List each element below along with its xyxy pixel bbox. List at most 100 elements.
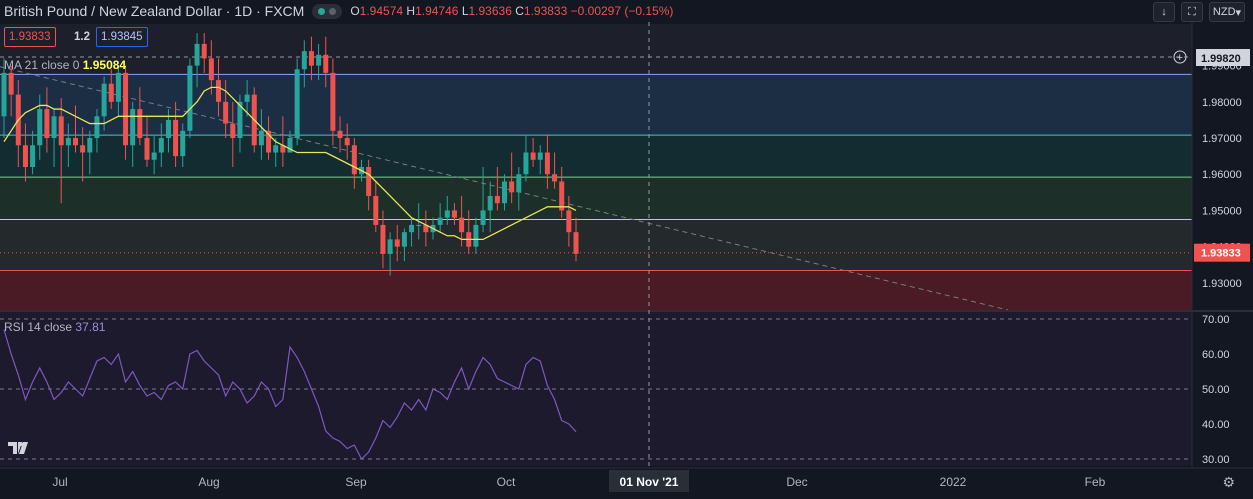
candle-body <box>509 181 515 193</box>
open-value: 1.94574 <box>359 4 404 18</box>
candle-body <box>216 80 221 102</box>
candle-body <box>187 65 193 131</box>
fullscreen-icon[interactable]: ⛶ <box>1181 2 1203 22</box>
market-status-dots[interactable] <box>312 3 343 19</box>
level-zone <box>0 177 1192 220</box>
price-tick-label: 1.95000 <box>1202 205 1242 217</box>
candle-body <box>165 119 171 139</box>
high-value: 1.94746 <box>415 4 459 18</box>
candle-body <box>537 152 543 160</box>
candle-body <box>287 138 293 153</box>
candle-body <box>44 109 50 139</box>
candle-body <box>137 109 143 139</box>
candle-body <box>1 72 7 117</box>
candle-body <box>230 123 236 139</box>
top-right-controls: ↓ ⛶ NZD ▾ <box>1153 2 1245 22</box>
candle-body <box>516 174 522 193</box>
candle-body <box>409 224 415 233</box>
candle-body <box>258 130 264 146</box>
candle-body <box>394 239 400 247</box>
candle-body <box>237 101 243 139</box>
bid-quote[interactable]: 1.93833 <box>4 27 56 47</box>
candle-body <box>173 119 179 157</box>
candle-body <box>65 138 71 146</box>
rsi-tick-label: 40.00 <box>1202 419 1230 431</box>
level-zone <box>0 24 1192 75</box>
candle-body <box>22 145 28 167</box>
candle-body <box>94 116 100 139</box>
price-tick-label: 1.98000 <box>1202 97 1242 109</box>
candle-body <box>58 116 64 146</box>
trendline <box>0 66 1009 311</box>
candle-body <box>487 195 493 211</box>
candle-body <box>123 72 129 146</box>
rsi-tick-label: 50.00 <box>1202 384 1230 396</box>
candle-body <box>316 54 322 66</box>
candle-body <box>530 152 536 160</box>
candle-body <box>373 195 379 225</box>
rsi-line <box>3 329 577 460</box>
arrow-down-icon[interactable]: ↓ <box>1153 2 1175 22</box>
candle-body <box>337 130 343 139</box>
candle-body <box>273 145 279 153</box>
candle-body <box>323 54 329 73</box>
current-price-label: 1.93833 <box>1201 248 1241 260</box>
crosshair-price-label: 1.99820 <box>1201 53 1241 65</box>
candle-body <box>144 138 150 160</box>
candle-body <box>451 210 457 218</box>
rsi-tick-label: 30.00 <box>1202 454 1230 466</box>
candle-body <box>480 210 486 225</box>
ma-value: 1.95084 <box>82 58 127 72</box>
candle-body <box>523 152 529 175</box>
symbol-title[interactable]: British Pound / New Zealand Dollar · 1D … <box>4 3 305 19</box>
candle-body <box>502 181 507 204</box>
candle-body <box>351 145 357 175</box>
change-value: −0.00297 (−0.15%) <box>570 4 674 18</box>
candle-body <box>73 138 78 146</box>
crosshair-date-label: 01 Nov '21 <box>620 475 679 489</box>
plus-icon: + <box>1177 52 1183 64</box>
time-tick-label: Jul <box>52 475 67 489</box>
candle-body <box>280 145 286 153</box>
candle-body <box>344 138 350 146</box>
tradingview-logo-icon <box>6 438 34 460</box>
price-tick-label: 1.97000 <box>1202 133 1242 145</box>
time-tick-label: Feb <box>1085 475 1106 489</box>
delay-icon <box>329 7 337 15</box>
candle-body <box>151 152 157 160</box>
level-zone <box>0 135 1192 178</box>
candle-body <box>573 232 579 254</box>
candle-body <box>473 224 479 247</box>
level-zone <box>0 74 1192 136</box>
low-value: 1.93636 <box>468 4 512 18</box>
chart-header: British Pound / New Zealand Dollar · 1D … <box>0 0 673 22</box>
add-alert-icon <box>1173 50 1187 64</box>
ma-legend[interactable]: MA 21 close 0 1.95084 <box>4 58 126 72</box>
gear-icon[interactable]: ⚙ <box>1222 474 1235 490</box>
candle-body <box>8 72 14 95</box>
candle-body <box>566 210 572 233</box>
candle-body <box>401 232 407 247</box>
candle-body <box>559 181 565 211</box>
candle-body <box>266 130 272 153</box>
candle-body <box>552 174 558 182</box>
candle-body <box>387 239 393 254</box>
candle-body <box>37 109 43 146</box>
candle-body <box>444 210 450 218</box>
ma-line <box>3 86 577 241</box>
candle-body <box>416 224 422 226</box>
time-tick-label: Dec <box>786 475 807 489</box>
rsi-legend[interactable]: RSI 14 close 37.81 <box>4 320 105 334</box>
candle-body <box>30 145 36 167</box>
candle-body <box>294 69 300 139</box>
currency-button[interactable]: NZD ▾ <box>1209 2 1245 22</box>
ask-quote[interactable]: 1.93845 <box>96 27 148 47</box>
candle-body <box>380 224 386 254</box>
level-zone <box>0 270 1192 310</box>
rsi-tick-label: 70.00 <box>1202 314 1230 326</box>
time-tick-label: Oct <box>497 475 516 489</box>
spread-value: 1.2 <box>74 31 90 43</box>
candle-body <box>544 152 550 175</box>
time-tick-label: Aug <box>198 475 219 489</box>
